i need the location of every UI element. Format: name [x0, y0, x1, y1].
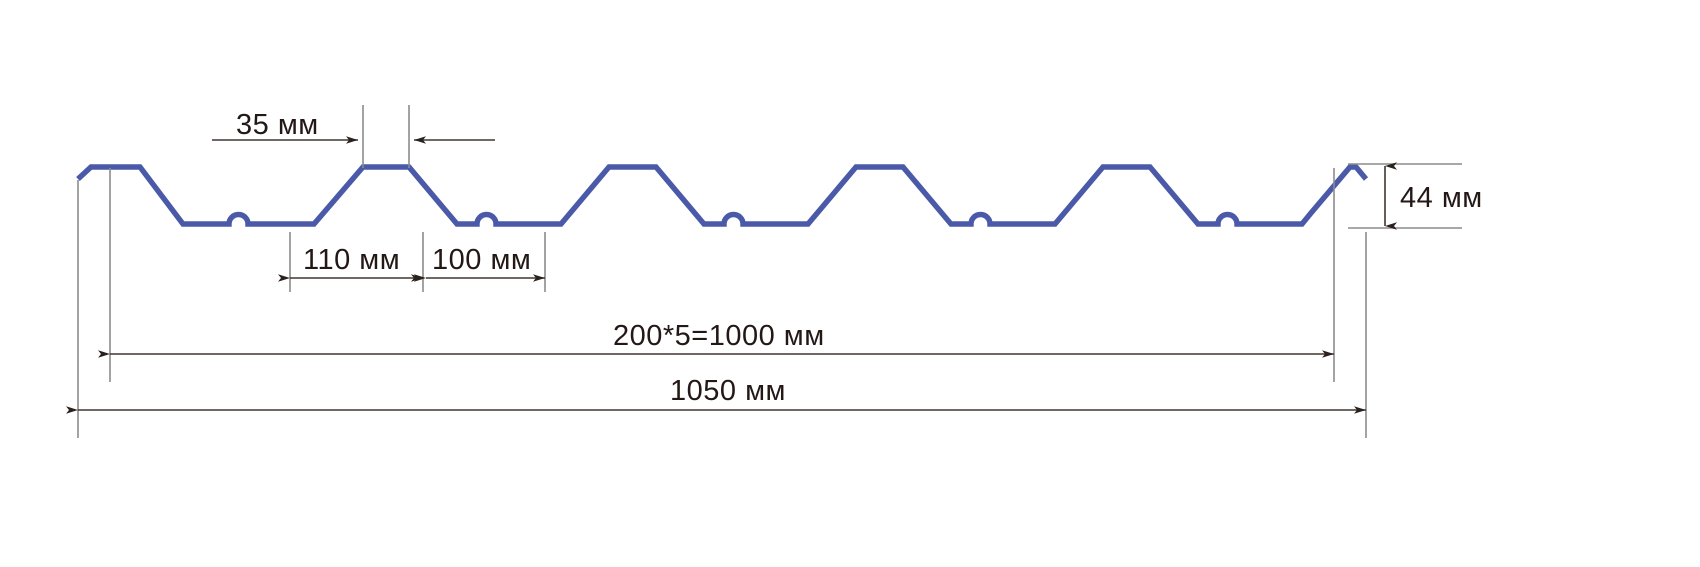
- dimension-35mm: 35 мм: [212, 105, 495, 168]
- dim-label-1050mm: 1050 мм: [670, 375, 786, 407]
- dim-label-35mm: 35 мм: [236, 109, 319, 141]
- dim-label-100mm: 100 мм: [432, 244, 531, 276]
- dimension-110mm: 110 мм: [278, 232, 424, 292]
- corrugated-profile-outline: [76, 164, 1369, 227]
- dimension-total-width: 1050 мм: [66, 375, 1366, 414]
- dimension-44mm: 44 мм: [1348, 162, 1483, 230]
- dimension-working-width: 200*5=1000 мм: [98, 320, 1334, 358]
- dimension-100mm: 100 мм: [414, 232, 546, 292]
- dim-label-110mm: 110 мм: [303, 244, 400, 276]
- profile-sheet-path: [76, 164, 1369, 227]
- dim-label-1000mm: 200*5=1000 мм: [613, 320, 825, 352]
- dim-label-44mm: 44 мм: [1400, 182, 1483, 214]
- overall-extension-lines: [77, 168, 1367, 438]
